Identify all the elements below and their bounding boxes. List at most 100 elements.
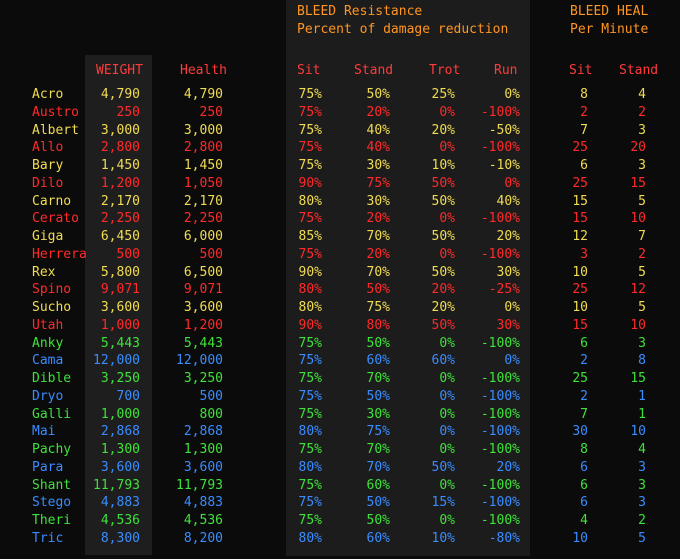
cell-health: 4,536 bbox=[183, 513, 223, 528]
cell-health: 2,800 bbox=[183, 140, 223, 156]
cell-name: Austro bbox=[32, 104, 79, 120]
cell-stand: 50% bbox=[366, 388, 390, 404]
cell-heal-sit: 6 bbox=[580, 495, 588, 511]
cell-sit: 75% bbox=[298, 388, 322, 404]
cell-health: 5,443 bbox=[183, 335, 223, 351]
cell-weight: 2,170 bbox=[100, 193, 140, 209]
cell-heal-sit: 25 bbox=[572, 282, 588, 298]
cell-stand: 80% bbox=[366, 317, 390, 333]
cell-name: Cama bbox=[32, 353, 64, 369]
cell-health: 11,793 bbox=[176, 477, 223, 493]
cell-heal-sit: 30 bbox=[572, 424, 588, 440]
cell-sit: 75% bbox=[298, 246, 322, 262]
cell-heal-sit: 3 bbox=[580, 246, 588, 262]
header-weight: WEIGHT bbox=[96, 63, 143, 78]
cell-heal-sit: 8 bbox=[580, 87, 588, 102]
cell-heal-stand: 3 bbox=[638, 477, 646, 493]
cell-stand: 30% bbox=[366, 158, 390, 173]
cell-name: Dryo bbox=[32, 388, 64, 404]
table-row: Bary 1,450 1,450 75% 30% 10% -10% 6 3 bbox=[0, 157, 680, 174]
cell-heal-sit: 6 bbox=[580, 335, 588, 351]
cell-sit: 80% bbox=[298, 300, 322, 315]
cell-health: 3,600 bbox=[183, 300, 223, 315]
cell-trot: 50% bbox=[431, 459, 455, 475]
cell-run: -100% bbox=[480, 211, 520, 227]
cell-stand: 70% bbox=[366, 264, 390, 280]
table-row: Carno 2,170 2,170 80% 30% 50% 40% 15 5 bbox=[0, 193, 680, 210]
cell-heal-stand: 2 bbox=[638, 246, 646, 262]
table-row: Spino 9,071 9,071 80% 50% 20% -25% 25 12 bbox=[0, 281, 680, 298]
table-row: Shant 11,793 11,793 75% 60% 0% -100% 6 3 bbox=[0, 477, 680, 494]
cell-heal-sit: 4 bbox=[580, 513, 588, 528]
cell-sit: 75% bbox=[298, 371, 322, 386]
cell-health: 1,450 bbox=[183, 158, 223, 173]
cell-weight: 3,250 bbox=[100, 371, 140, 386]
cell-run: -100% bbox=[480, 371, 520, 386]
cell-heal-sit: 6 bbox=[580, 459, 588, 475]
cell-name: Acro bbox=[32, 87, 64, 102]
cell-run: 0% bbox=[504, 87, 520, 102]
cell-name: Cerato bbox=[32, 211, 79, 227]
cell-trot: 0% bbox=[439, 246, 455, 262]
cell-name: Bary bbox=[32, 158, 64, 173]
cell-health: 2,250 bbox=[183, 211, 223, 227]
cell-heal-sit: 25 bbox=[572, 175, 588, 191]
cell-health: 2,170 bbox=[183, 193, 223, 209]
cell-run: 30% bbox=[496, 264, 520, 280]
cell-trot: 0% bbox=[439, 477, 455, 493]
heal-title: BLEED HEAL bbox=[570, 4, 649, 19]
cell-weight: 5,443 bbox=[100, 335, 140, 351]
cell-health: 4,790 bbox=[183, 87, 223, 102]
cell-run: 0% bbox=[504, 175, 520, 191]
cell-trot: 0% bbox=[439, 140, 455, 156]
cell-run: 0% bbox=[504, 353, 520, 369]
cell-heal-stand: 12 bbox=[630, 282, 646, 298]
cell-sit: 75% bbox=[298, 513, 322, 528]
cell-trot: 0% bbox=[439, 424, 455, 440]
cell-heal-sit: 10 bbox=[572, 530, 588, 546]
cell-run: -100% bbox=[480, 477, 520, 493]
cell-weight: 2,250 bbox=[100, 211, 140, 227]
cell-heal-sit: 8 bbox=[580, 442, 588, 457]
cell-stand: 50% bbox=[366, 335, 390, 351]
cell-sit: 75% bbox=[298, 406, 322, 422]
cell-weight: 4,883 bbox=[100, 495, 140, 511]
cell-health: 3,250 bbox=[183, 371, 223, 386]
table-row: Cama 12,000 12,000 75% 60% 60% 0% 2 8 bbox=[0, 352, 680, 369]
table-row: Dryo 700 500 75% 50% 0% -100% 2 1 bbox=[0, 388, 680, 405]
cell-sit: 75% bbox=[298, 335, 322, 351]
cell-trot: 0% bbox=[439, 104, 455, 120]
cell-weight: 3,600 bbox=[100, 459, 140, 475]
cell-weight: 700 bbox=[116, 388, 140, 404]
heal-subtitle: Per Minute bbox=[570, 22, 649, 37]
cell-heal-stand: 8 bbox=[638, 353, 646, 369]
cell-stand: 75% bbox=[366, 300, 390, 315]
cell-heal-sit: 6 bbox=[580, 477, 588, 493]
cell-heal-stand: 3 bbox=[638, 459, 646, 475]
cell-trot: 50% bbox=[431, 175, 455, 191]
cell-run: -100% bbox=[480, 388, 520, 404]
cell-heal-sit: 25 bbox=[572, 140, 588, 156]
cell-name: Utah bbox=[32, 317, 64, 333]
cell-heal-stand: 1 bbox=[638, 388, 646, 404]
cell-run: -100% bbox=[480, 140, 520, 156]
cell-health: 4,883 bbox=[183, 495, 223, 511]
cell-weight: 4,790 bbox=[100, 87, 140, 102]
table-row: Rex 5,800 6,500 90% 70% 50% 30% 10 5 bbox=[0, 264, 680, 281]
cell-stand: 50% bbox=[366, 495, 390, 511]
cell-health: 6,000 bbox=[183, 229, 223, 244]
cell-weight: 1,200 bbox=[100, 175, 140, 191]
cell-heal-sit: 25 bbox=[572, 371, 588, 386]
cell-run: -100% bbox=[480, 246, 520, 262]
cell-trot: 50% bbox=[431, 317, 455, 333]
header-health: Health bbox=[180, 63, 227, 78]
cell-name: Shant bbox=[32, 477, 72, 493]
cell-sit: 75% bbox=[298, 122, 322, 138]
cell-weight: 12,000 bbox=[93, 353, 140, 369]
cell-sit: 90% bbox=[298, 175, 322, 191]
cell-trot: 0% bbox=[439, 335, 455, 351]
cell-trot: 20% bbox=[431, 300, 455, 315]
cell-sit: 80% bbox=[298, 530, 322, 546]
header-sit: Sit bbox=[297, 63, 321, 78]
cell-trot: 0% bbox=[439, 513, 455, 528]
